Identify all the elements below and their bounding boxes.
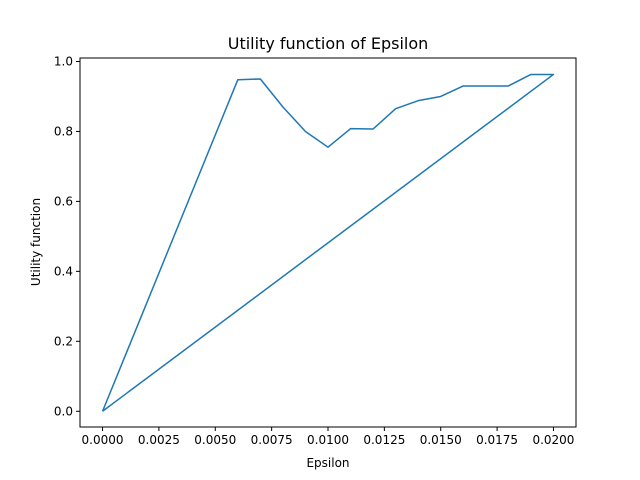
x-tick-label: 0.0200 [532, 433, 574, 447]
x-tick-label: 0.0175 [476, 433, 518, 447]
x-axis-ticks: 0.0000 0.0025 0.0050 0.0075 0.0100 0.0125 0.01… [82, 427, 574, 447]
y-tick-label: 0.6 [54, 194, 73, 208]
x-tick-label: 0.0075 [251, 433, 293, 447]
y-tick-label: 1.0 [54, 54, 73, 68]
series-line-0 [101, 73, 555, 412]
x-axis-label: Epsilon [306, 456, 349, 470]
x-tick-label: 0.0000 [82, 433, 124, 447]
x-tick-label: 0.0125 [363, 433, 405, 447]
y-tick-label: 0.4 [54, 264, 73, 278]
plot-lines [101, 73, 555, 412]
y-tick-label: 0.0 [54, 404, 73, 418]
chart-title: Utility function of Epsilon [228, 34, 429, 53]
y-axis-label: Utility function [29, 198, 43, 286]
x-tick-label: 0.0100 [307, 433, 349, 447]
x-tick-label: 0.0150 [420, 433, 462, 447]
y-axis-ticks: 0.0 0.2 0.4 0.6 0.8 1.0 [54, 54, 80, 418]
x-tick-label: 0.0050 [194, 433, 236, 447]
y-tick-label: 0.2 [54, 334, 73, 348]
x-tick-label: 0.0025 [138, 433, 180, 447]
y-tick-label: 0.8 [54, 124, 73, 138]
